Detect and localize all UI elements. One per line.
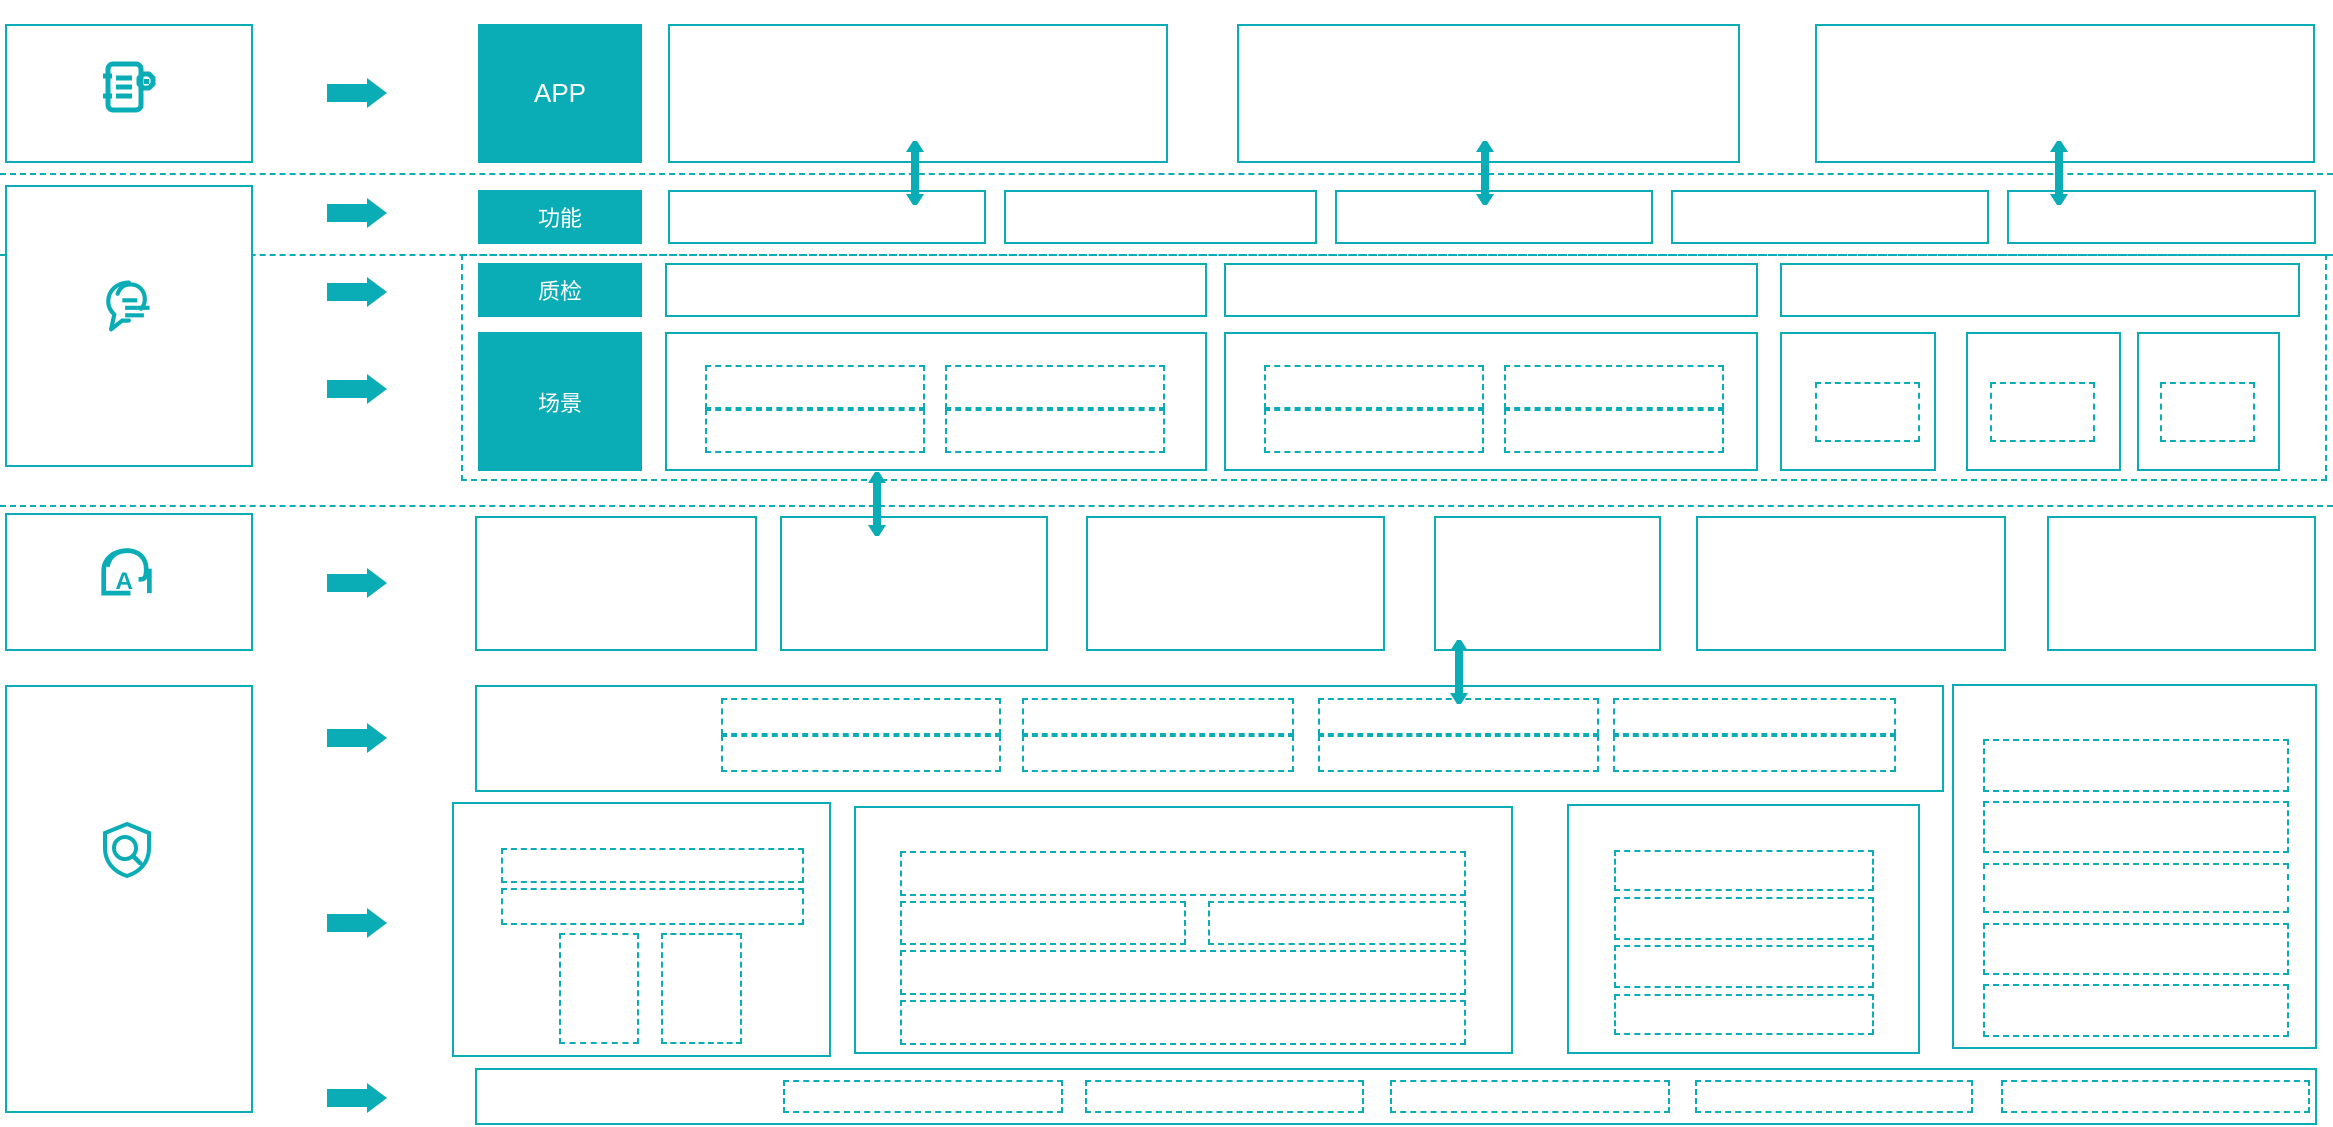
svg-text:A: A — [115, 568, 133, 595]
